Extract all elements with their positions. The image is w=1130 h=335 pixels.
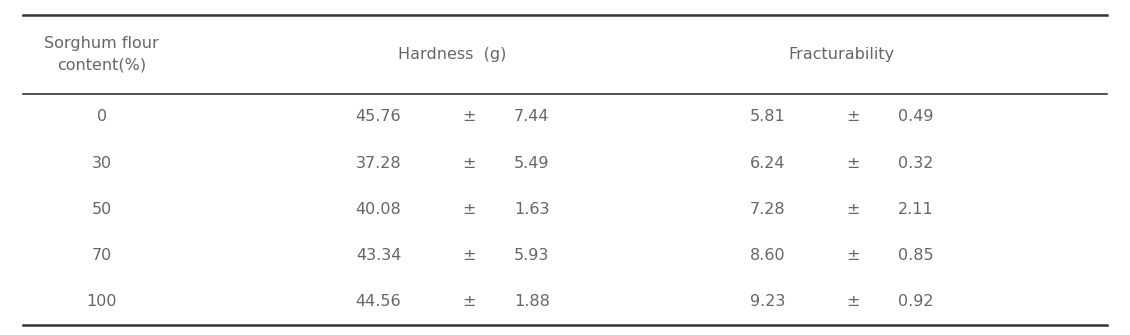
Text: ±: ± <box>846 202 860 217</box>
Text: 7.44: 7.44 <box>514 110 549 124</box>
Text: ±: ± <box>462 202 476 217</box>
Text: ±: ± <box>846 294 860 309</box>
Text: Hardness  (g): Hardness (g) <box>398 47 506 62</box>
Text: 30: 30 <box>92 156 112 171</box>
Text: 8.60: 8.60 <box>749 248 785 263</box>
Text: 45.76: 45.76 <box>356 110 401 124</box>
Text: Sorghum flour
content(%): Sorghum flour content(%) <box>44 37 159 72</box>
Text: 1.63: 1.63 <box>514 202 549 217</box>
Text: ±: ± <box>462 248 476 263</box>
Text: 37.28: 37.28 <box>356 156 401 171</box>
Text: ±: ± <box>846 156 860 171</box>
Text: 5.93: 5.93 <box>514 248 549 263</box>
Text: ±: ± <box>462 156 476 171</box>
Text: Fracturability: Fracturability <box>789 47 895 62</box>
Text: 1.88: 1.88 <box>514 294 550 309</box>
Text: 0.92: 0.92 <box>898 294 933 309</box>
Text: ±: ± <box>846 110 860 124</box>
Text: 100: 100 <box>87 294 116 309</box>
Text: 0.49: 0.49 <box>898 110 933 124</box>
Text: ±: ± <box>846 248 860 263</box>
Text: 9.23: 9.23 <box>750 294 785 309</box>
Text: 50: 50 <box>92 202 112 217</box>
Text: 0.32: 0.32 <box>898 156 933 171</box>
Text: 70: 70 <box>92 248 112 263</box>
Text: 0.85: 0.85 <box>898 248 935 263</box>
Text: 7.28: 7.28 <box>749 202 785 217</box>
Text: 40.08: 40.08 <box>356 202 401 217</box>
Text: 44.56: 44.56 <box>356 294 401 309</box>
Text: 6.24: 6.24 <box>750 156 785 171</box>
Text: 5.49: 5.49 <box>514 156 549 171</box>
Text: 43.34: 43.34 <box>356 248 401 263</box>
Text: ±: ± <box>462 294 476 309</box>
Text: 0: 0 <box>97 110 106 124</box>
Text: ±: ± <box>462 110 476 124</box>
Text: 5.81: 5.81 <box>749 110 785 124</box>
Text: 2.11: 2.11 <box>898 202 935 217</box>
